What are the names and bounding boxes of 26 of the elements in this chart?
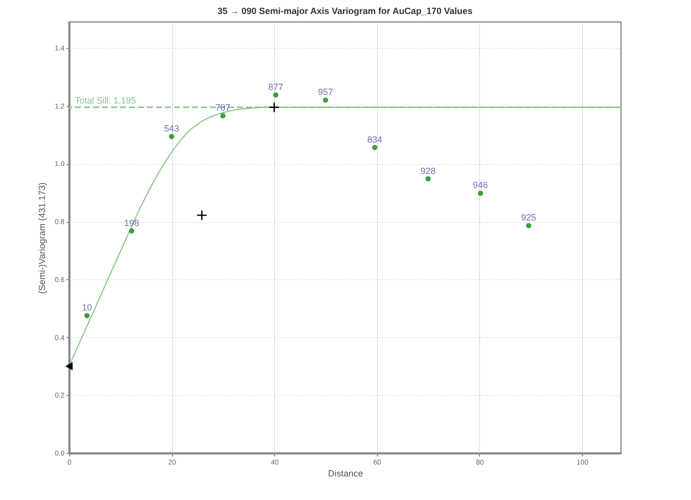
point — [168, 134, 174, 140]
point — [526, 223, 532, 228]
point — [425, 176, 431, 182]
x-axis-title: Distance — [328, 468, 364, 478]
point — [220, 113, 226, 118]
annotation: 957 — [318, 87, 334, 98]
point — [196, 210, 208, 221]
point — [372, 144, 378, 150]
annotation: 928 — [420, 166, 436, 176]
point — [322, 97, 328, 103]
point — [128, 228, 134, 234]
annotation: 925 — [521, 212, 536, 223]
point — [65, 362, 73, 370]
chart-title: 35 → 090 Semi-major Axis Variogram for AuCap_170 Values — [218, 6, 472, 16]
annotation: 543 — [164, 124, 180, 134]
annotation: 787 — [215, 102, 230, 113]
ref-line-label: Total Sill: 1.195 — [75, 95, 136, 106]
point — [478, 190, 484, 196]
annotation: 10 — [82, 302, 92, 313]
annotation: 877 — [268, 82, 284, 92]
annotation: 946 — [472, 180, 488, 190]
point — [84, 312, 90, 318]
annotation: 834 — [367, 134, 382, 145]
point — [273, 92, 278, 98]
point — [268, 102, 280, 113]
y-axis-title: (Semi-)Variogram (431.173) — [36, 182, 47, 294]
